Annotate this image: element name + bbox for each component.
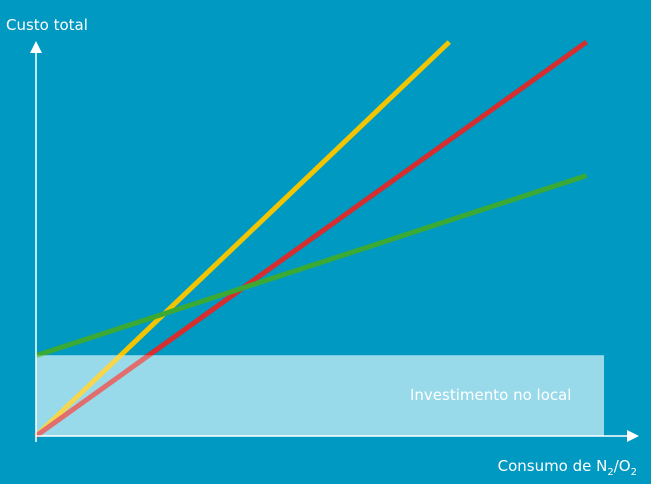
series-layer (34, 39, 588, 439)
band-label: Investimento no local (410, 386, 571, 404)
y-axis-label: Custo total (6, 16, 88, 34)
series-line-1 (34, 40, 452, 438)
investment-band-overlay (36, 355, 604, 436)
band-overlay-layer (36, 355, 604, 436)
x-axis-label-prefix: Consumo de N (498, 457, 608, 475)
x-axis-label-sub1: 2 (607, 467, 613, 478)
x-axis-label-sub2: 2 (631, 467, 637, 478)
x-axis-label-mid: /O (614, 457, 631, 475)
series-line-3 (35, 173, 588, 359)
x-axis-label: Consumo de N2/O2 (498, 457, 637, 478)
series-line-2 (34, 39, 588, 439)
